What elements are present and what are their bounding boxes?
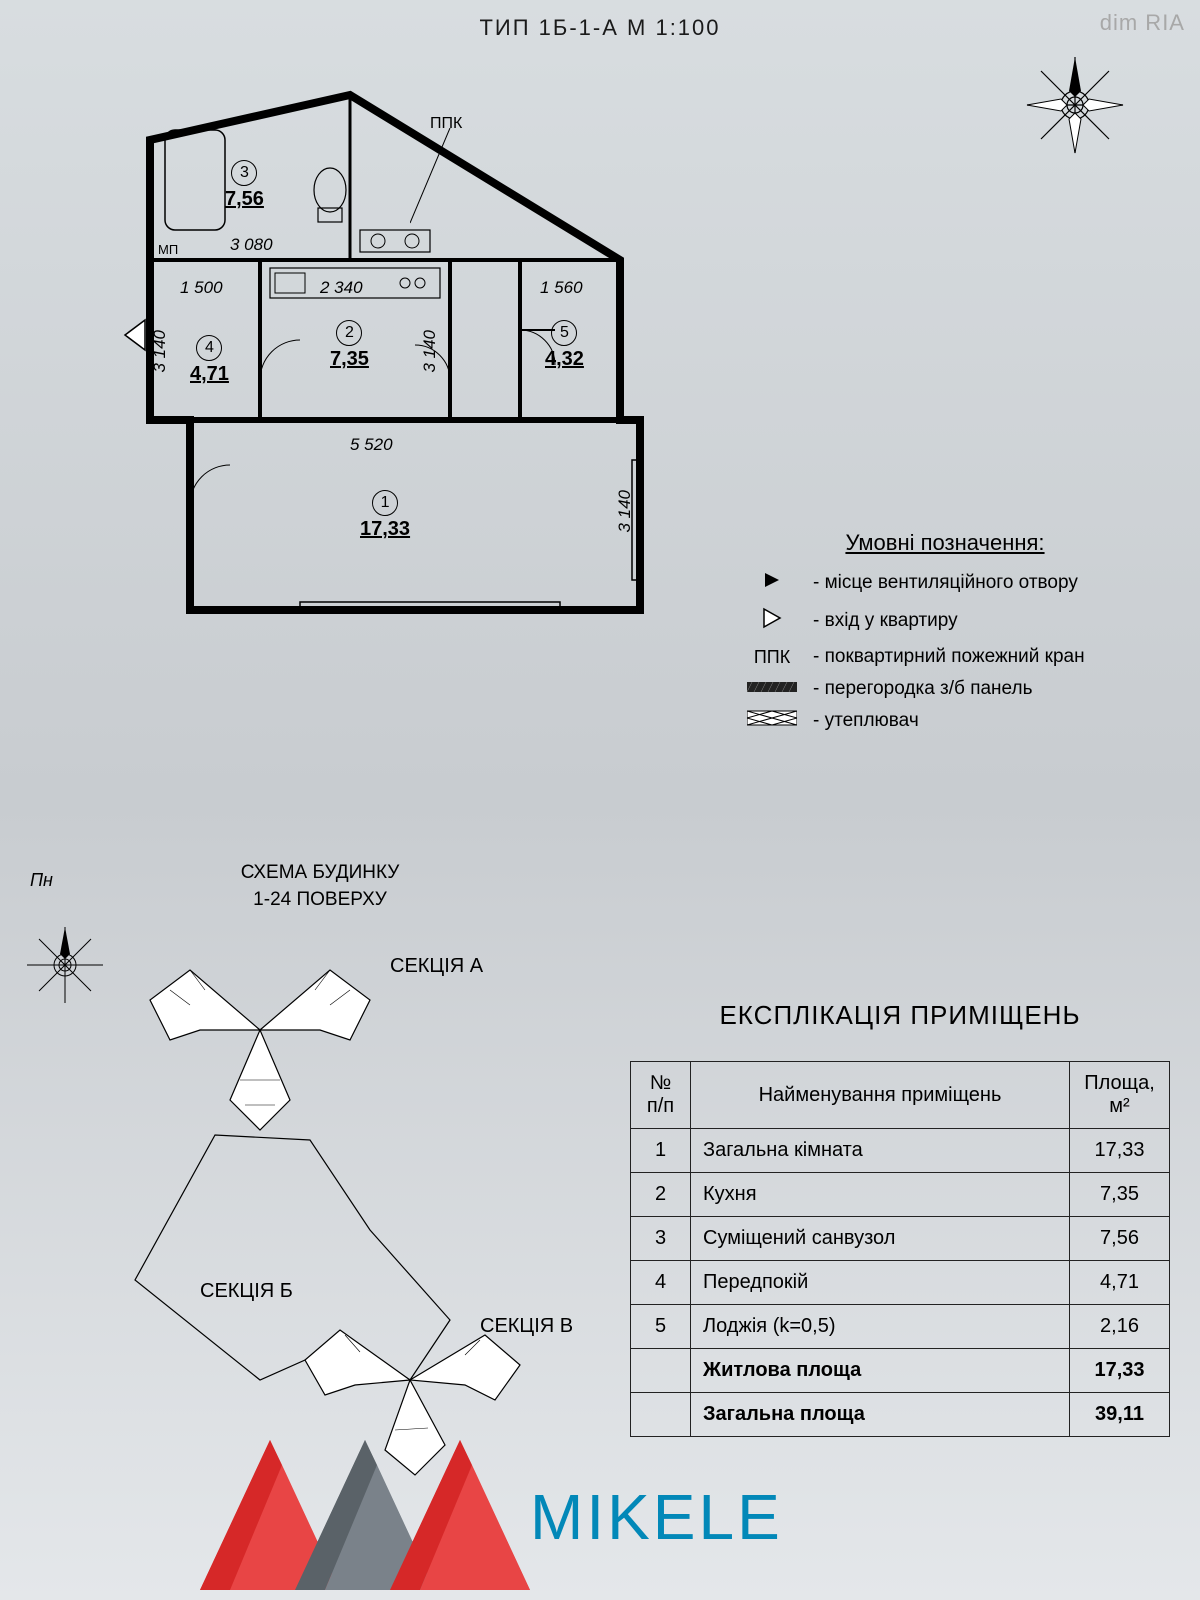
section-b-label: СЕКЦІЯ Б <box>200 1280 293 1303</box>
dim-3080: 3 080 <box>230 235 273 255</box>
room-area-3: 7,56 <box>225 188 264 211</box>
label-mp: МП <box>158 242 178 257</box>
dim-3140b: 3 140 <box>420 330 440 373</box>
dim-3140a: 3 140 <box>150 330 170 373</box>
table-row-num: 1 <box>631 1129 691 1173</box>
table-row-name: Суміщений санвузол <box>691 1217 1070 1261</box>
insulation-icon <box>745 710 799 732</box>
watermark: dim RIA <box>1100 10 1185 36</box>
room-num-4: 4 <box>196 335 222 361</box>
table-row-area: 7,35 <box>1070 1173 1170 1217</box>
table-row-name: Житлова площа <box>691 1349 1070 1393</box>
dim-1500: 1 500 <box>180 278 223 298</box>
room-num-5: 5 <box>551 320 577 346</box>
table-row-area: 4,71 <box>1070 1261 1170 1305</box>
room-num-3: 3 <box>231 160 257 186</box>
room-area-5: 4,32 <box>545 348 584 371</box>
room-num-1: 1 <box>372 490 398 516</box>
section-v-label: СЕКЦІЯ В <box>480 1315 573 1338</box>
table-row-num: 5 <box>631 1305 691 1349</box>
dim-2340: 2 340 <box>320 278 363 298</box>
explication: ЕКСПЛІКАЦІЯ ПРИМІЩЕНЬ № п/п Найменування… <box>630 1000 1170 1437</box>
floorplan: 3 7,56 2 7,35 4 4,71 5 4,32 1 17,33 3 08… <box>120 80 680 640</box>
legend-text: - місце вентиляційного отвору <box>813 572 1078 594</box>
table-row-name: Лоджія (k=0,5) <box>691 1305 1070 1349</box>
table-row-area: 7,56 <box>1070 1217 1170 1261</box>
north-label: Пн <box>30 870 53 891</box>
table-row-name: Передпокій <box>691 1261 1070 1305</box>
vent-icon <box>745 570 799 596</box>
room-num-2: 2 <box>336 320 362 346</box>
room-area-1: 17,33 <box>360 518 410 541</box>
table-row-name: Кухня <box>691 1173 1070 1217</box>
section-a-label: СЕКЦІЯ А <box>390 955 483 978</box>
logo-text: MIKELE <box>530 1480 783 1554</box>
table-row-area: 2,16 <box>1070 1305 1170 1349</box>
table-row-area: 17,33 <box>1070 1349 1170 1393</box>
th-num: № п/п <box>631 1062 691 1129</box>
explication-title: ЕКСПЛІКАЦІЯ ПРИМІЩЕНЬ <box>630 1000 1170 1031</box>
schema-title-1: СХЕМА БУДИНКУ <box>40 860 600 887</box>
th-name: Найменування приміщень <box>691 1062 1070 1129</box>
table-row-area: 39,11 <box>1070 1393 1170 1437</box>
legend-text: - перегородка з/б панель <box>813 678 1032 700</box>
table-row-num: 4 <box>631 1261 691 1305</box>
table-row-num <box>631 1349 691 1393</box>
dim-5520: 5 520 <box>350 435 393 455</box>
room-area-4: 4,71 <box>190 363 229 386</box>
table-row-num: 2 <box>631 1173 691 1217</box>
legend: Умовні позначення: - місце вентиляційног… <box>745 530 1145 742</box>
legend-text: - поквартирний пожежний кран <box>813 646 1085 668</box>
table-row-num: 3 <box>631 1217 691 1261</box>
room-area-2: 7,35 <box>330 348 369 371</box>
logo: MIKELE <box>200 1420 900 1590</box>
legend-text: - вхід у квартиру <box>813 610 958 632</box>
table-row-area: 17,33 <box>1070 1129 1170 1173</box>
explication-table: № п/п Найменування приміщень Площа, м² 1… <box>630 1061 1170 1437</box>
ppk-icon: ППК <box>745 647 799 668</box>
table-row-name: Загальна кімната <box>691 1129 1070 1173</box>
wall-icon <box>745 678 799 700</box>
legend-title: Умовні позначення: <box>745 530 1145 556</box>
dim-1560: 1 560 <box>540 278 583 298</box>
compass-icon <box>1020 50 1130 160</box>
entry-icon <box>745 606 799 636</box>
page-title: ТИП 1Б-1-А М 1:100 <box>479 15 720 41</box>
legend-text: - утеплювач <box>813 710 919 732</box>
dim-3140c: 3 140 <box>615 490 635 533</box>
th-area: Площа, м² <box>1070 1062 1170 1129</box>
